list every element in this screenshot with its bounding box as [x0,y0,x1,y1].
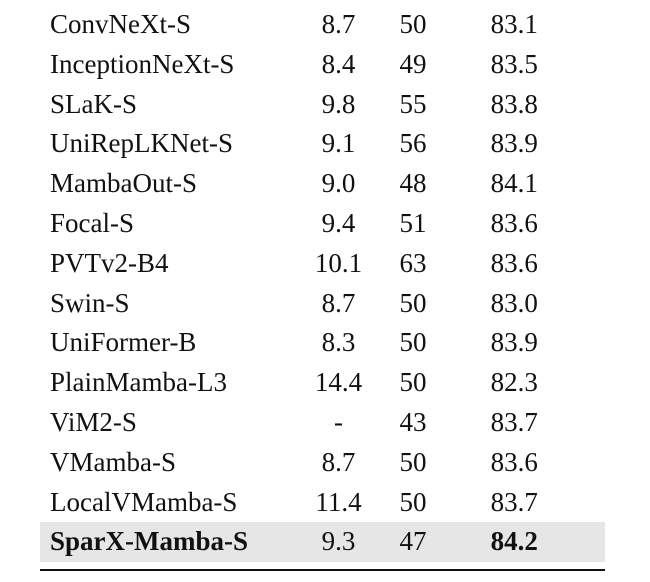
model-name-cell: ConvNeXt-S [50,9,191,39]
table-row: VMamba-S 8.7 50 83.6 [40,443,605,483]
flops-cell: 8.7 [321,9,356,39]
table-row: PlainMamba-L3 14.4 50 82.3 [40,363,605,403]
params-cell: 50 [399,287,427,318]
params-cell: 50 [399,367,427,398]
table-row: PVTv2-B4 10.1 63 83.6 [40,244,605,284]
flops-cell: 8.4 [321,48,356,79]
model-name-cell: UniFormer-B [50,327,197,358]
table-row: UniFormer-B 8.3 50 83.9 [40,323,605,363]
top1-cell: 84.2 [450,522,605,563]
model-name-cell: Swin-S [50,287,130,318]
flops-cell: - [333,406,343,437]
model-name-cell: UniRepLKNet-S [50,128,233,159]
model-name-cell: SparX-Mamba-S [40,522,302,563]
model-name-cell: PlainMamba-L3 [50,367,227,398]
model-name-cell: InceptionNeXt-S [50,48,235,79]
results-table-container: ConvNeXt-S 8.7 50 83.1 InceptionNeXt-S 8… [40,5,605,563]
flops-cell: 11.4 [315,486,362,517]
top1-cell: 83.6 [490,207,538,238]
top1-cell: 83.9 [490,327,538,358]
table-row: SLaK-S 9.8 55 83.8 [40,85,605,125]
flops-cell: 9.8 [321,88,356,119]
params-cell: 50 [399,327,427,358]
params-cell: 43 [399,406,427,437]
flops-cell: 10.1 [314,247,363,278]
table-row: ConvNeXt-S 8.7 50 83.1 [40,5,605,45]
table-row: Focal-S 9.4 51 83.6 [40,204,605,244]
top1-cell: 83.7 [490,406,538,437]
params-cell: 56 [399,128,427,159]
flops-cell: 9.0 [321,168,356,199]
top1-cell: 83.7 [490,486,538,517]
table-row: ViM2-S - 43 83.7 [40,403,605,443]
model-name-cell: SLaK-S [50,88,137,119]
table-row: LocalVMamba-S 11.4 50 83.7 [40,483,605,523]
table-row: UniRepLKNet-S 9.1 56 83.9 [40,124,605,164]
top1-cell: 83.9 [490,128,538,159]
flops-cell: 9.3 [301,522,376,563]
flops-cell: 8.7 [321,446,356,477]
top1-cell: 83.5 [490,48,538,79]
params-cell: 50 [399,486,427,517]
params-cell: 47 [375,522,451,563]
results-table: ConvNeXt-S 8.7 50 83.1 InceptionNeXt-S 8… [40,5,605,563]
top1-cell: 83.1 [490,9,538,39]
flops-cell: 9.1 [321,128,356,159]
top1-cell: 83.6 [490,446,538,477]
params-cell: 49 [399,48,427,79]
params-cell: 50 [399,9,427,39]
flops-cell: 14.4 [314,367,363,398]
table-row: Swin-S 8.7 50 83.0 [40,284,605,324]
model-name-cell: ViM2-S [50,406,137,437]
top1-cell: 83.6 [490,247,538,278]
flops-cell: 9.4 [321,207,356,238]
flops-cell: 8.3 [321,327,356,358]
model-name-cell: LocalVMamba-S [50,486,238,517]
model-name-cell: PVTv2-B4 [50,247,169,278]
params-cell: 48 [399,168,427,199]
flops-cell: 8.7 [321,287,356,318]
params-cell: 55 [399,88,427,119]
model-name-cell: MambaOut-S [50,168,197,199]
params-cell: 51 [399,207,427,238]
top1-cell: 84.1 [490,168,538,199]
table-row: MambaOut-S 9.0 48 84.1 [40,164,605,204]
params-cell: 63 [399,247,427,278]
model-name-cell: Focal-S [50,207,134,238]
top1-cell: 83.0 [490,287,538,318]
table-bottom-rule [40,569,605,571]
highlighted-table-row: SparX-Mamba-S 9.3 47 84.2 [40,522,605,563]
top1-cell: 83.8 [490,88,538,119]
model-name-cell: VMamba-S [50,446,176,477]
params-cell: 50 [399,446,427,477]
top1-cell: 82.3 [490,367,538,398]
table-row: InceptionNeXt-S 8.4 49 83.5 [40,45,605,85]
